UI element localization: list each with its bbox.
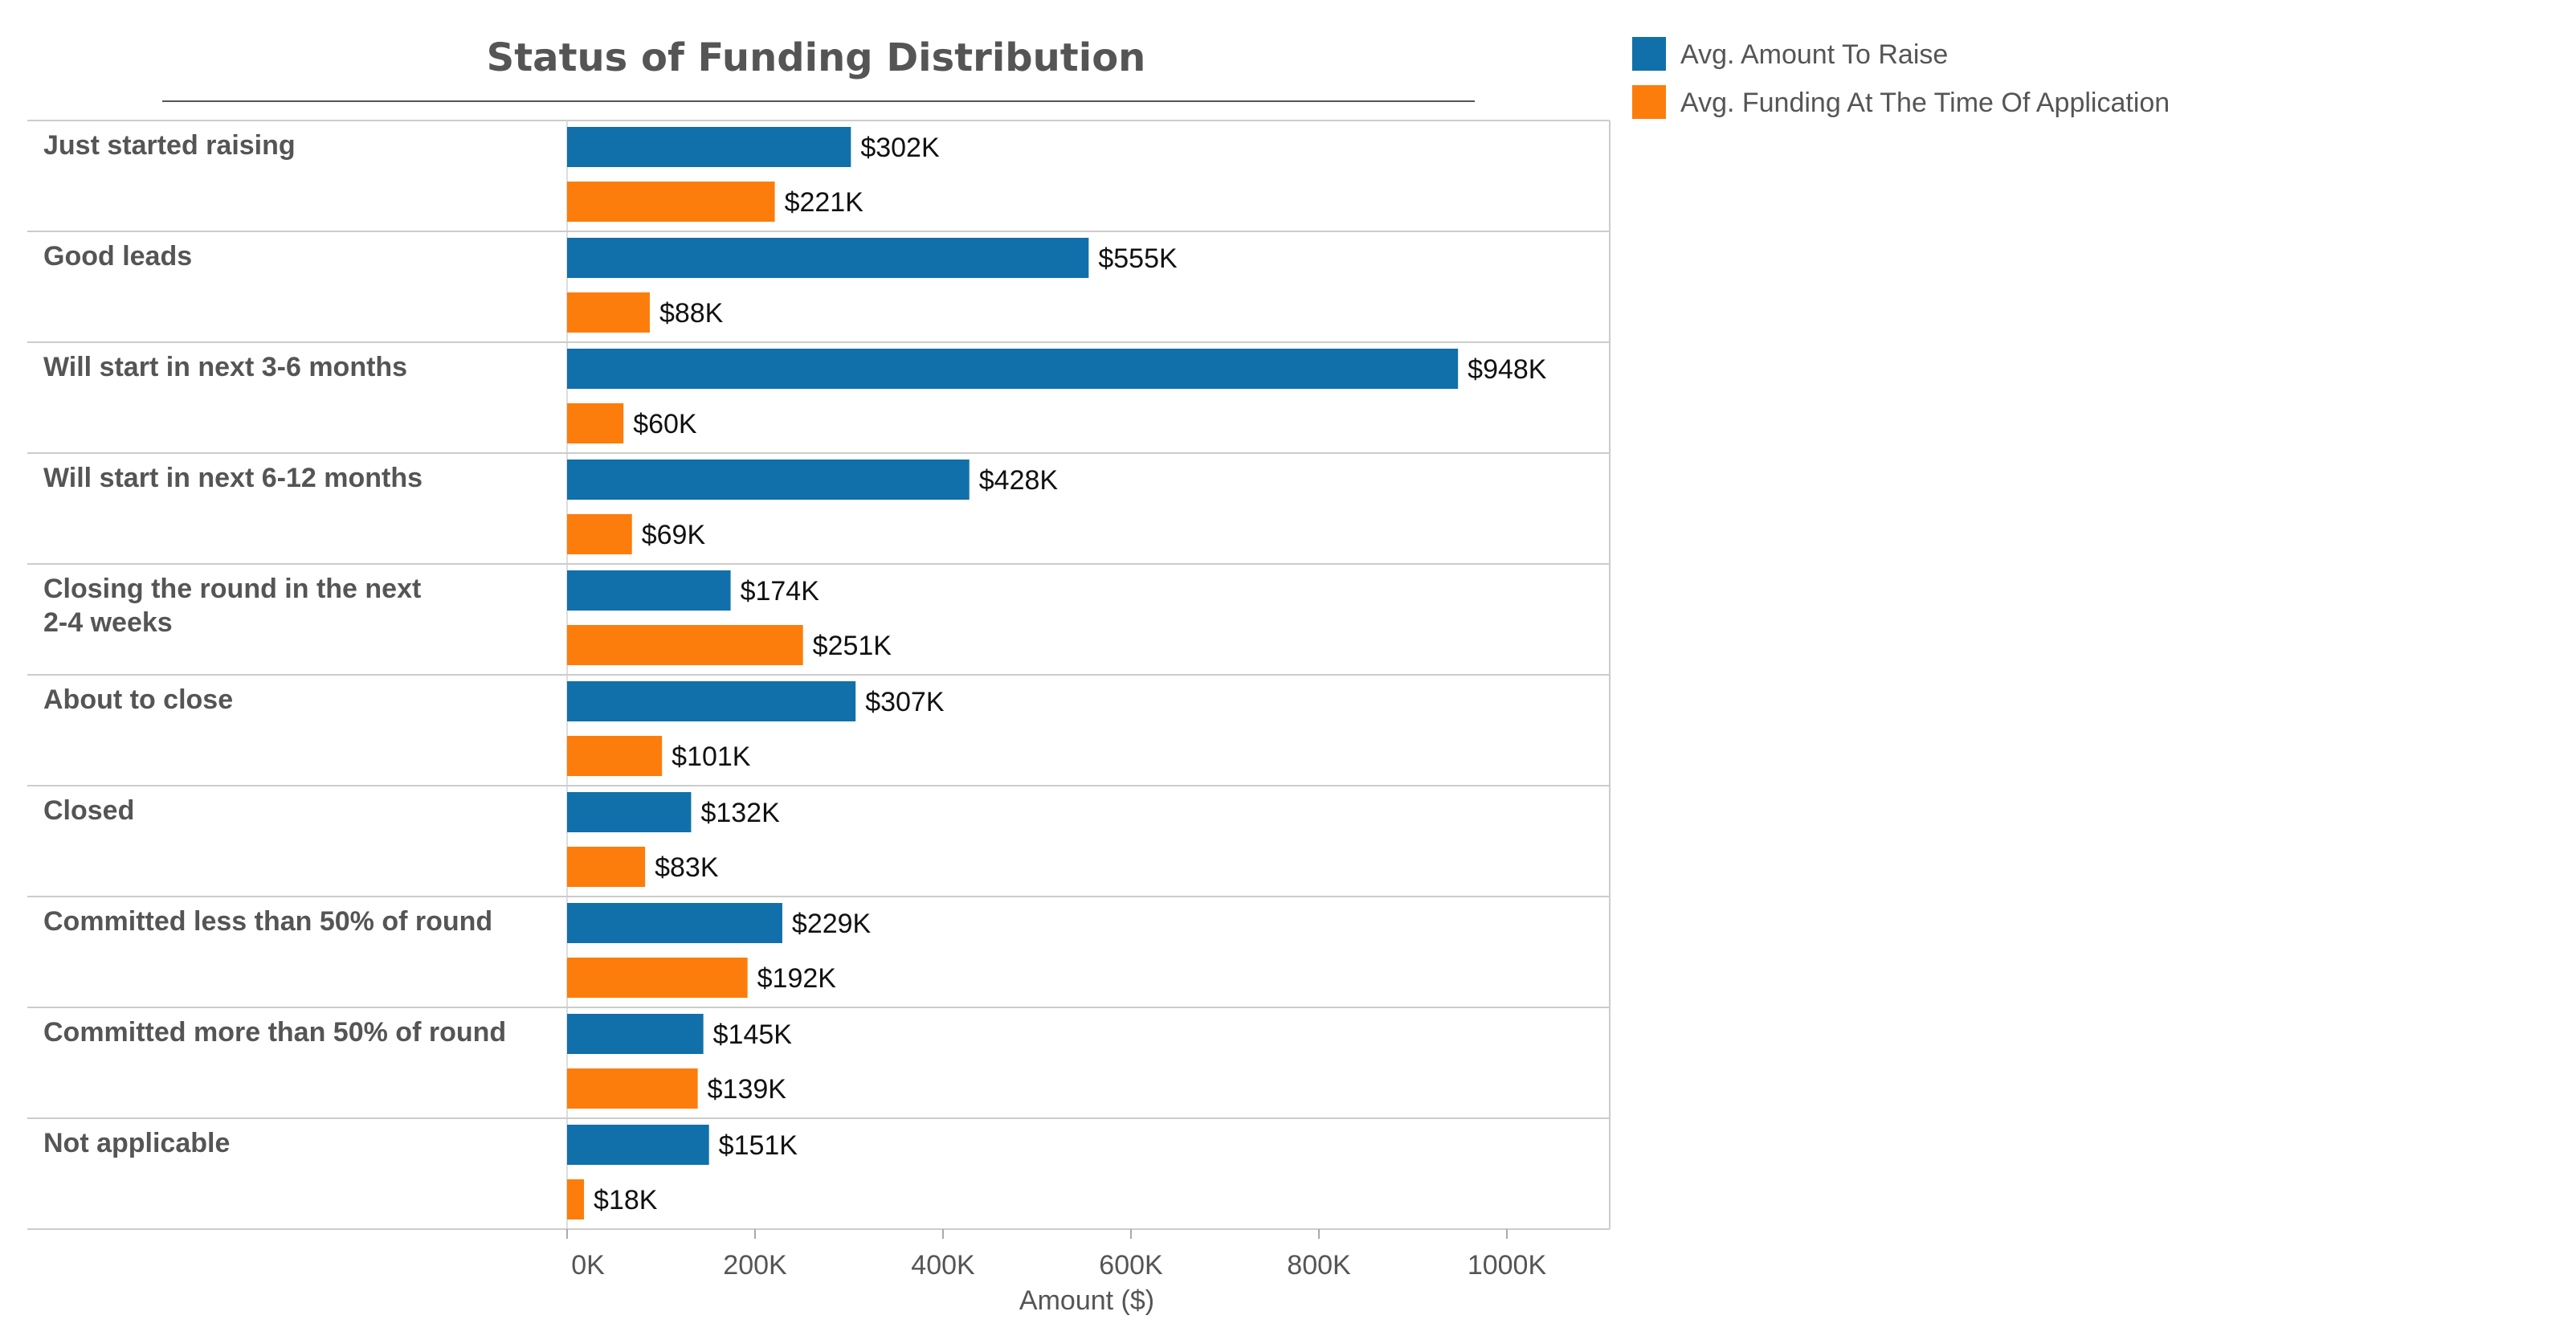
category-label: Closing the round in the next 2-4 weeks bbox=[43, 574, 421, 638]
bar-value-label: $174K bbox=[741, 576, 820, 607]
bar-amount-to-raise bbox=[567, 1125, 709, 1165]
bar-value-label: $83K bbox=[655, 852, 719, 883]
x-tick-label: 1000K bbox=[1468, 1250, 1547, 1281]
bar-amount-to-raise bbox=[567, 681, 856, 721]
bar-funding-at-application bbox=[567, 1068, 698, 1109]
x-tick-label: 0K bbox=[571, 1250, 605, 1281]
bar-value-label: $60K bbox=[633, 409, 697, 439]
category-label: Will start in next 3-6 months bbox=[43, 352, 407, 382]
bar-funding-at-application bbox=[567, 958, 748, 998]
bar-amount-to-raise bbox=[567, 903, 782, 943]
bar-funding-at-application bbox=[567, 292, 650, 333]
bar-value-label: $145K bbox=[713, 1019, 793, 1050]
bar-amount-to-raise bbox=[567, 460, 970, 500]
x-axis-title: Amount ($) bbox=[1019, 1285, 1154, 1316]
x-axis: 0K 200K 400K 600K 800K 1000K bbox=[566, 1229, 1547, 1281]
bar-amount-to-raise bbox=[567, 238, 1089, 278]
category-rows: Just started raising Good leads Will start… bbox=[27, 120, 1611, 1230]
x-tick-label: 800K bbox=[1287, 1250, 1351, 1281]
legend-swatch bbox=[1632, 37, 1666, 71]
bar-funding-at-application bbox=[567, 182, 775, 222]
category-label: About to close bbox=[43, 684, 233, 715]
bar-funding-at-application bbox=[567, 625, 803, 665]
bar-value-label: $555K bbox=[1098, 243, 1178, 274]
category-label: Will start in next 6-12 months bbox=[43, 463, 423, 493]
category-label: Just started raising bbox=[43, 130, 296, 161]
legend: Avg. Amount To Raise Avg. Funding At The … bbox=[1632, 37, 2170, 119]
bar-value-label: $69K bbox=[642, 520, 706, 550]
bar-funding-at-application bbox=[567, 1179, 585, 1219]
bar-value-label: $101K bbox=[672, 741, 751, 772]
bar-amount-to-raise bbox=[567, 349, 1459, 389]
chart-title: Status of Funding Distribution bbox=[487, 35, 1146, 80]
legend-entry: Avg. Amount To Raise bbox=[1680, 39, 1948, 70]
bar-amount-to-raise bbox=[567, 570, 731, 611]
bar-funding-at-application bbox=[567, 403, 624, 443]
category-label: Committed more than 50% of round bbox=[43, 1017, 506, 1048]
bar-value-label: $88K bbox=[659, 298, 724, 329]
x-tick-label: 200K bbox=[723, 1250, 787, 1281]
bar-value-label: $229K bbox=[792, 909, 872, 939]
bar-amount-to-raise bbox=[567, 792, 692, 832]
category-label: Closed bbox=[43, 795, 134, 826]
category-label: Committed less than 50% of round bbox=[43, 906, 492, 937]
bar-value-label: $151K bbox=[719, 1130, 798, 1161]
bar-value-label: $132K bbox=[700, 798, 780, 828]
x-tick-label: 600K bbox=[1099, 1250, 1163, 1281]
bar-value-label: $221K bbox=[785, 187, 864, 218]
bar-amount-to-raise bbox=[567, 1014, 704, 1054]
bar-value-label: $428K bbox=[979, 465, 1059, 496]
bar-value-label: $139K bbox=[708, 1074, 787, 1105]
legend-swatch bbox=[1632, 85, 1666, 119]
bar-value-label: $251K bbox=[813, 631, 892, 661]
bar-amount-to-raise bbox=[567, 127, 851, 167]
bar-value-label: $302K bbox=[860, 133, 940, 163]
x-tick-label: 400K bbox=[911, 1250, 975, 1281]
bar-funding-at-application bbox=[567, 514, 632, 554]
bar-value-label: $307K bbox=[865, 687, 945, 717]
bar-value-label: $192K bbox=[757, 963, 837, 994]
bar-value-label: $18K bbox=[594, 1185, 658, 1215]
category-label: Not applicable bbox=[43, 1128, 230, 1158]
bar-funding-at-application bbox=[567, 847, 646, 887]
legend-entry: Avg. Funding At The Time Of Application bbox=[1680, 88, 2170, 118]
category-label: Good leads bbox=[43, 241, 192, 272]
bar-funding-at-application bbox=[567, 736, 663, 776]
bar-value-label: $948K bbox=[1468, 354, 1547, 385]
bars: $302K $221K $555K $88K $948K $60K $428K $69K $17… bbox=[567, 127, 1547, 1219]
